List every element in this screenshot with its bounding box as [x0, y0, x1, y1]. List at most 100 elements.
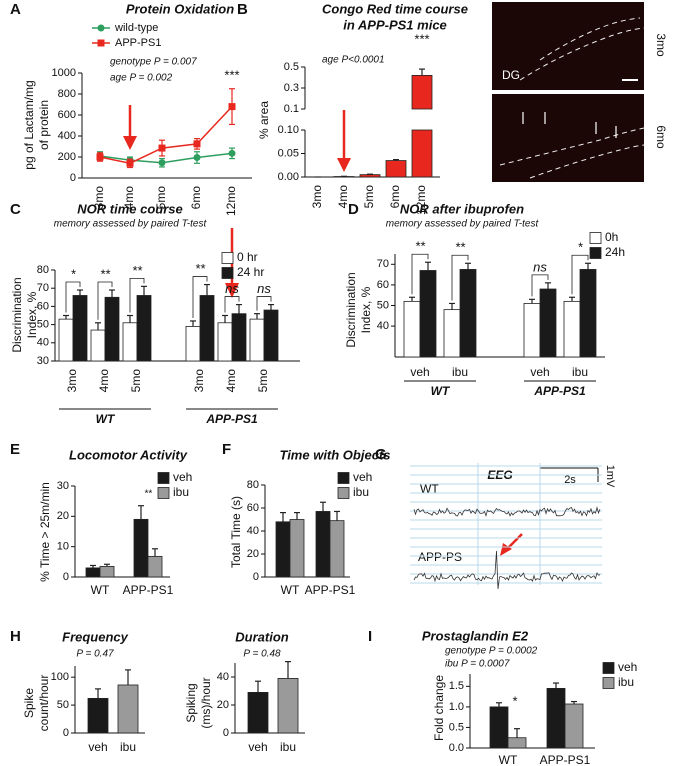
bar	[231, 313, 247, 362]
x-tick-label: 4mo	[97, 369, 111, 393]
y-axis-label: Spiking	[184, 683, 198, 722]
significance-label: **	[100, 266, 111, 281]
y-tick-label: 1.0	[449, 701, 464, 713]
time-scale: 2s	[564, 474, 576, 486]
group-label: APP-PS1	[533, 384, 586, 398]
y-tick-label: 40	[377, 320, 389, 332]
x-tick-label: 5mo	[129, 369, 143, 393]
chart-subtitle: P = 0.47	[76, 649, 114, 660]
y-tick-label: 60	[377, 279, 389, 291]
x-tick-label: 5mo	[256, 369, 270, 393]
marker	[193, 140, 201, 148]
y-tick-label: 70	[37, 282, 49, 294]
bar	[133, 518, 149, 578]
micrograph-label: 6mo	[654, 125, 668, 149]
y-axis-label: Fold change	[432, 675, 446, 741]
bar	[564, 703, 584, 749]
x-tick-label: 6mo	[388, 185, 402, 209]
bar	[104, 296, 120, 362]
bar	[563, 300, 581, 358]
bar	[329, 520, 345, 578]
significance-label: **	[195, 261, 206, 276]
y-tick-label: 0	[63, 571, 69, 583]
chart-title: NOR after ibuprofen	[400, 201, 524, 216]
x-tick-label: 4mo	[122, 186, 136, 210]
y-tick-label: 40	[247, 525, 259, 537]
spike-arrow-head	[500, 543, 512, 556]
significance-bracket	[256, 296, 272, 311]
chart-title: Time with Objects	[279, 447, 390, 462]
y-tick-label: 20	[247, 548, 259, 560]
y-axis-label: Index, %	[25, 291, 39, 338]
voltage-scale: 1mV	[604, 465, 616, 488]
chart-title: in APP-PS1 mice	[343, 17, 447, 32]
x-tick-label: 4mo	[224, 369, 238, 393]
y-tick-label: 50	[57, 699, 69, 711]
panel-label: B	[237, 1, 248, 18]
y-axis-label: % Time > 25m/min	[38, 482, 52, 582]
y-tick-label: 0.05	[278, 147, 299, 159]
y-tick-label: 60	[247, 502, 259, 514]
bar	[507, 737, 527, 749]
x-tick-label: ibu	[120, 740, 136, 754]
bar	[85, 567, 101, 578]
legend-swatch	[602, 677, 615, 689]
y-tick-label: 0.5	[449, 721, 464, 733]
chart-title: Prostaglandin E2	[422, 628, 529, 643]
bar	[315, 511, 331, 578]
significance-bracket	[129, 277, 145, 313]
annotation: genotype P = 0.0002	[445, 646, 538, 657]
x-tick-label: APP-PS1	[305, 583, 356, 597]
y-axis-label: count/hour	[37, 675, 51, 732]
plaque-arrows	[522, 112, 617, 138]
legend-label: APP-PS1	[115, 37, 161, 49]
panel-label: C	[10, 201, 21, 218]
annotation: genotype P = 0.007	[110, 57, 197, 68]
y-tick-label: 800	[58, 88, 76, 100]
annotation: *	[512, 693, 517, 708]
significance-bracket	[97, 281, 113, 320]
x-tick-label: veh	[88, 740, 107, 754]
x-tick-label: 3mo	[65, 369, 79, 393]
significance-bracket	[451, 254, 469, 301]
x-tick-label: veh	[410, 365, 429, 379]
y-tick-label: 100	[51, 671, 69, 683]
bar	[136, 295, 152, 362]
significance-label: ns	[225, 281, 239, 296]
dashed-outline	[539, 17, 641, 61]
chart-subtitle: memory assessed by paired T-test	[386, 219, 540, 230]
bar	[546, 687, 566, 749]
annotation: age P = 0.002	[110, 73, 173, 84]
bar	[359, 174, 381, 178]
marker	[158, 159, 166, 167]
legend-label: ibu	[353, 485, 369, 499]
y-axis-label: Spike	[22, 688, 36, 718]
x-tick-label: 4mo	[336, 185, 350, 209]
legend-swatch	[157, 487, 170, 499]
marker	[228, 149, 236, 157]
y-axis-label: pg of Lactam/mg	[22, 80, 36, 169]
y-tick-label: 50	[37, 319, 49, 331]
significance-label: **	[415, 239, 426, 254]
x-tick-label: 5mo	[154, 186, 168, 210]
legend-label: veh	[618, 660, 637, 674]
x-tick-label: 3mo	[92, 186, 106, 210]
y-tick-label: 200	[58, 151, 76, 163]
bar	[199, 295, 215, 362]
marker	[158, 144, 166, 152]
data-line	[99, 106, 233, 165]
bar	[249, 318, 265, 362]
significance-label: ns	[257, 281, 271, 296]
annotation: ibu P = 0.0007	[445, 659, 510, 670]
bar	[263, 309, 279, 362]
x-tick-label: WT	[281, 583, 300, 597]
y-tick-label: 0.10	[278, 124, 299, 136]
y-tick-label: 10	[57, 541, 69, 553]
x-tick-label: veh	[248, 740, 267, 754]
x-tick-label: WT	[499, 753, 518, 766]
y-axis-label: % area	[257, 101, 271, 139]
dashed-outline	[499, 127, 645, 166]
x-tick-label: 12mo	[414, 185, 428, 215]
legend-swatch	[221, 267, 234, 279]
micrograph	[492, 94, 644, 182]
